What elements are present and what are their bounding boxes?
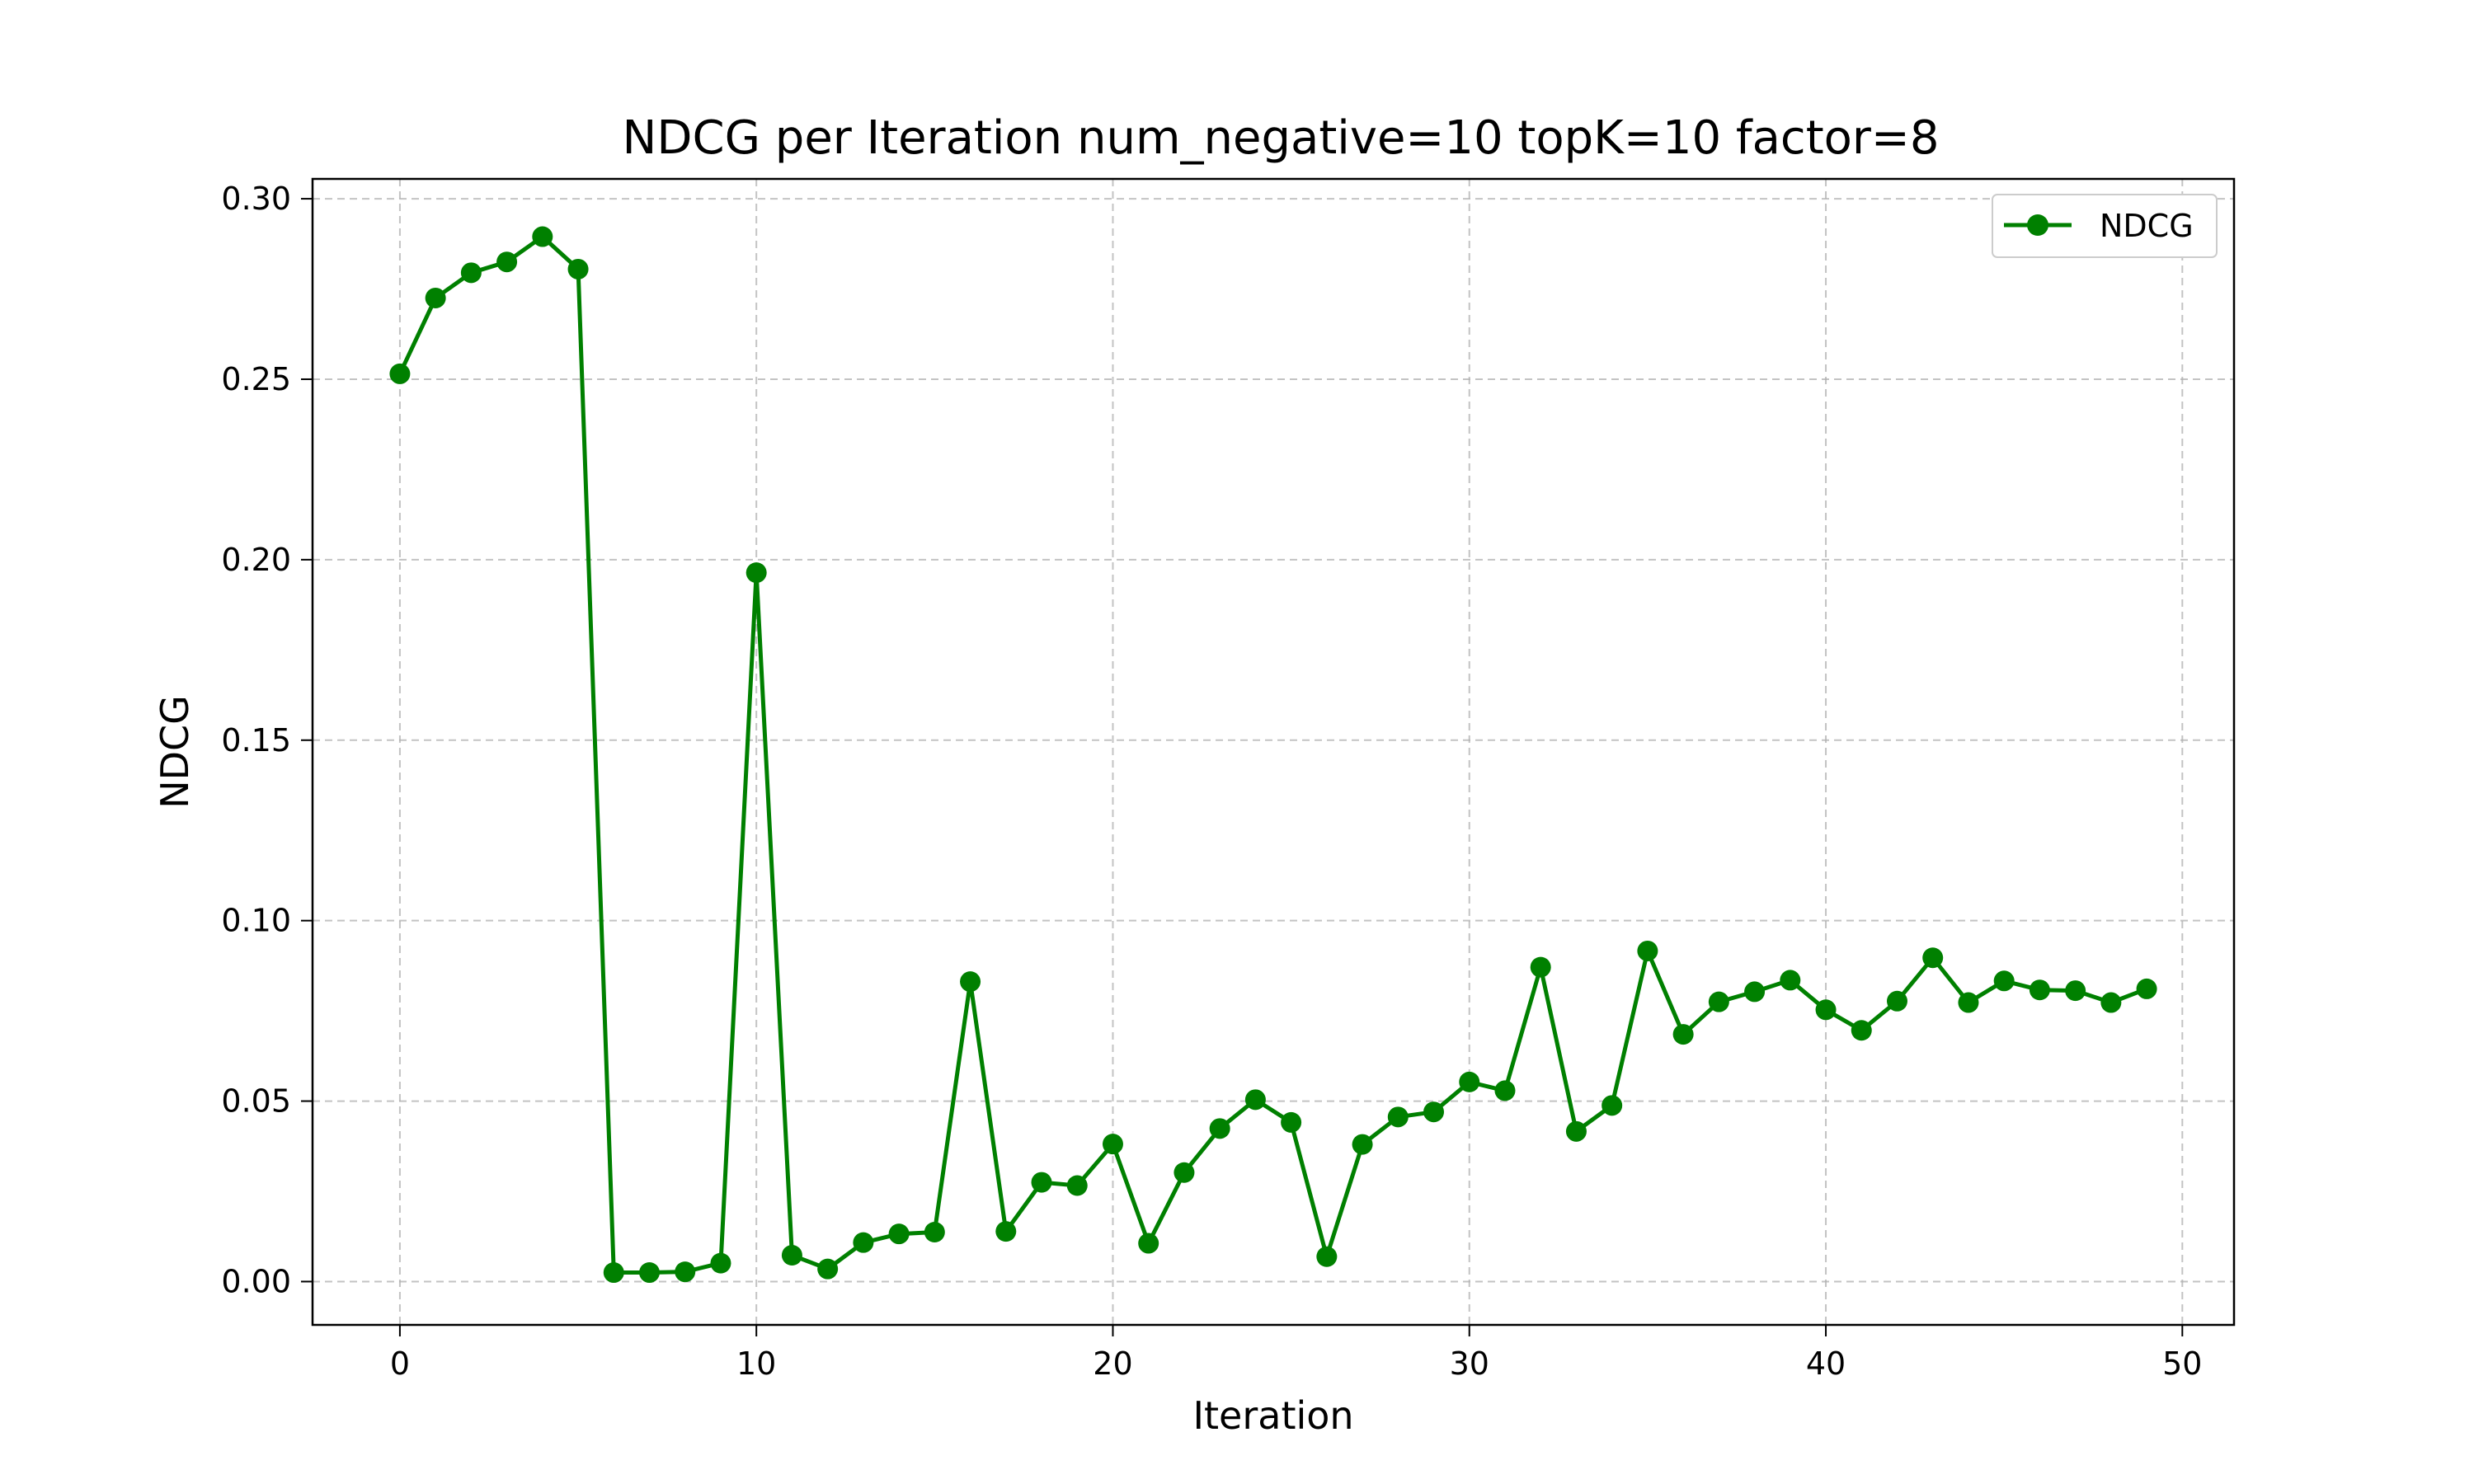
data-point [1387,1106,1409,1128]
data-point [2100,992,2122,1013]
data-point [1708,991,1729,1012]
data-point [960,971,981,993]
data-point [1672,1024,1694,1045]
data-point [1174,1162,1195,1183]
x-tick-label: 40 [1806,1345,1846,1382]
data-point [1744,981,1766,1003]
data-point [567,258,589,279]
x-tick-label: 20 [1093,1345,1132,1382]
data-point [1244,1089,1266,1111]
data-point [924,1221,945,1242]
y-tick-label: 0.10 [221,903,291,939]
legend-marker-sample [2027,214,2048,236]
data-point [1066,1175,1088,1196]
data-point [460,262,482,284]
x-axis-label: Iteration [1192,1393,1353,1438]
data-point [1637,940,1658,961]
legend: NDCG [1992,194,2218,258]
y-tick-label: 0.25 [221,361,291,397]
data-point [425,287,446,308]
data-point [1352,1134,1373,1155]
data-point [853,1232,874,1253]
data-point [1459,1071,1480,1092]
y-tick-label: 0.05 [221,1083,291,1120]
data-point [781,1245,802,1266]
data-point [1530,956,1551,978]
data-point [1780,970,1801,991]
plot-frame [311,177,2236,1327]
data-point [1851,1020,1872,1041]
data-point [1922,947,1944,969]
data-point [1209,1118,1230,1139]
data-point [1138,1233,1159,1254]
data-point [1031,1172,1052,1193]
data-point [389,363,411,384]
data-point [2029,979,2050,1001]
y-tick-label: 0.20 [221,542,291,578]
y-tick-label: 0.15 [221,722,291,758]
y-tick-label: 0.30 [221,181,291,217]
data-point [2065,980,2086,1002]
data-point [1281,1111,1302,1133]
series-layer [389,226,2157,1284]
data-point [496,251,518,273]
data-point [817,1258,839,1280]
legend-box [1992,194,2218,258]
data-point [1993,970,2015,992]
grid [313,179,2234,1325]
x-tick-label: 50 [2162,1345,2202,1382]
data-point [603,1262,624,1284]
data-point [675,1261,696,1283]
data-point [2136,978,2157,999]
data-point [995,1221,1017,1242]
data-point [1565,1120,1587,1142]
y-tick-label: 0.00 [221,1263,291,1299]
x-tick-label: 30 [1450,1345,1489,1382]
legend-label: NDCG [2100,208,2194,244]
data-point [1602,1095,1623,1116]
data-point [1423,1101,1445,1123]
x-tick-label: 0 [390,1345,410,1382]
y-axis-label: NDCG [153,695,197,809]
data-point [1494,1080,1516,1101]
data-point [1815,999,1837,1021]
data-point [888,1223,910,1245]
data-point [710,1252,731,1274]
data-point [1886,990,1907,1012]
data-point [745,562,767,584]
data-point [1316,1246,1338,1267]
chart-title: NDCG per Iteration num_negative=10 topK=… [623,111,1940,165]
x-tick-label: 10 [736,1345,776,1382]
data-point [639,1262,661,1284]
axis-ticks: 0 10 20 30 40 50 0.00 0.05 0.10 0.15 0.20 0.25 0.30 [221,181,2202,1382]
data-point [532,226,553,247]
data-point [1958,992,1979,1013]
data-point [1102,1134,1123,1155]
